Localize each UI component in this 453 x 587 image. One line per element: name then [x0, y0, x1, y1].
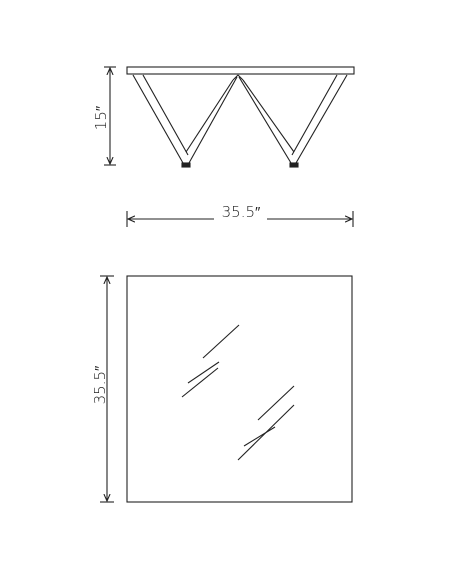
glass-top-outline — [126, 275, 353, 503]
left-foot — [181, 162, 191, 168]
right-foot — [289, 162, 299, 168]
width-label: 35.5″ — [222, 203, 261, 221]
w-frame-legs — [132, 74, 348, 164]
depth-label: 35.5″ — [91, 365, 109, 404]
height-dimension: 15″ — [92, 66, 116, 166]
table-top — [126, 66, 355, 75]
glass-reflection-marks — [181, 324, 295, 461]
depth-dimension: 35.5″ — [91, 275, 114, 503]
width-dimension: 35.5″ — [126, 203, 354, 227]
side-elevation-view — [126, 66, 355, 168]
top-plan-view — [126, 275, 353, 503]
height-label: 15″ — [92, 105, 110, 130]
